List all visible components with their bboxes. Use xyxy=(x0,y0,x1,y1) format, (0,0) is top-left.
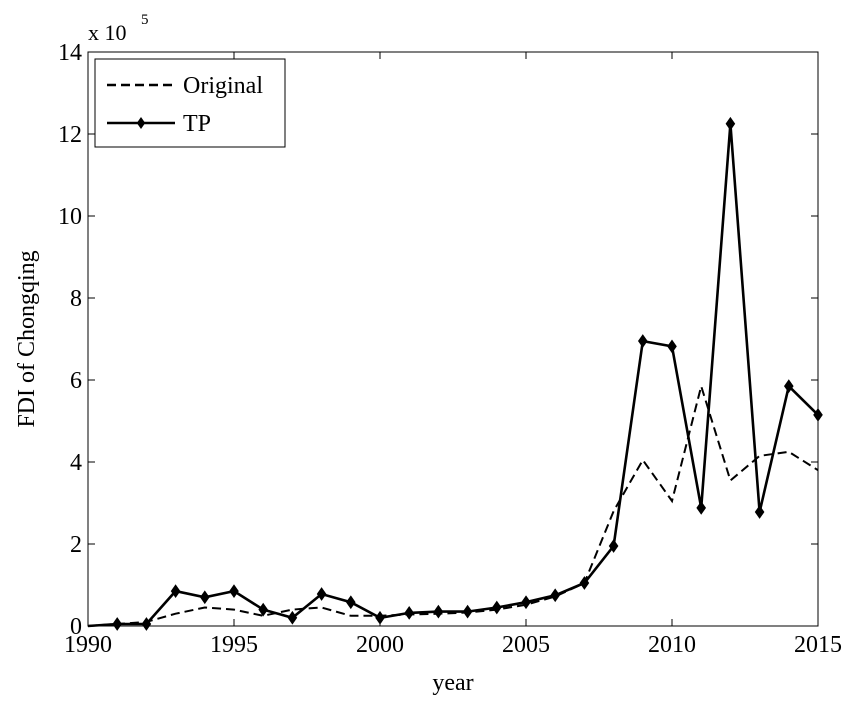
legend-marker xyxy=(136,117,146,129)
y-tick-label: 4 xyxy=(70,450,82,476)
plot-frame xyxy=(87,51,819,627)
legend-label: TP xyxy=(183,111,211,137)
data-marker xyxy=(462,604,473,619)
data-marker xyxy=(345,595,356,610)
y-tick-label: 8 xyxy=(70,286,82,312)
data-marker xyxy=(199,590,210,605)
data-marker xyxy=(404,606,415,620)
data-marker xyxy=(521,595,531,610)
data-marker xyxy=(287,610,298,625)
data-marker xyxy=(637,334,648,348)
y-tick-label: 14 xyxy=(58,40,82,66)
data-marker xyxy=(170,584,181,599)
data-marker xyxy=(433,604,444,619)
data-marker xyxy=(491,600,502,615)
data-marker xyxy=(813,407,823,422)
data-marker xyxy=(375,610,385,625)
data-marker xyxy=(316,587,327,601)
legend-label: Original xyxy=(183,73,263,99)
data-marker xyxy=(229,584,239,599)
x-tick-label: 1990 xyxy=(64,632,112,658)
data-marker xyxy=(550,588,561,603)
data-marker xyxy=(667,339,677,354)
y-tick-label: 6 xyxy=(70,368,82,394)
data-marker xyxy=(258,602,269,617)
data-marker xyxy=(725,116,736,131)
series-line xyxy=(87,382,819,627)
y-tick-label: 2 xyxy=(70,532,82,558)
data-marker xyxy=(608,539,619,553)
data-marker xyxy=(754,505,765,519)
x-tick-label: 2010 xyxy=(648,632,696,658)
y-tick-label: 10 xyxy=(58,204,82,230)
y-tick-label: 12 xyxy=(58,122,82,148)
series-line xyxy=(87,123,819,628)
data-marker xyxy=(141,617,152,631)
y-multiplier-exponent: 5 xyxy=(141,12,149,28)
x-axis-label: year xyxy=(432,670,473,696)
y-multiplier: x 10 xyxy=(88,20,127,45)
data-marker xyxy=(112,617,123,631)
x-tick-label: 2015 xyxy=(794,632,842,658)
x-tick-label: 2005 xyxy=(502,632,550,658)
data-marker xyxy=(579,576,590,590)
y-tick-label: 0 xyxy=(70,614,82,640)
x-tick-label: 1995 xyxy=(210,632,258,658)
data-marker xyxy=(696,501,707,515)
x-tick-label: 2000 xyxy=(356,632,404,658)
y-axis-label: FDI of Chongqing xyxy=(14,250,40,427)
legend-box xyxy=(94,58,286,148)
data-marker xyxy=(783,379,794,394)
